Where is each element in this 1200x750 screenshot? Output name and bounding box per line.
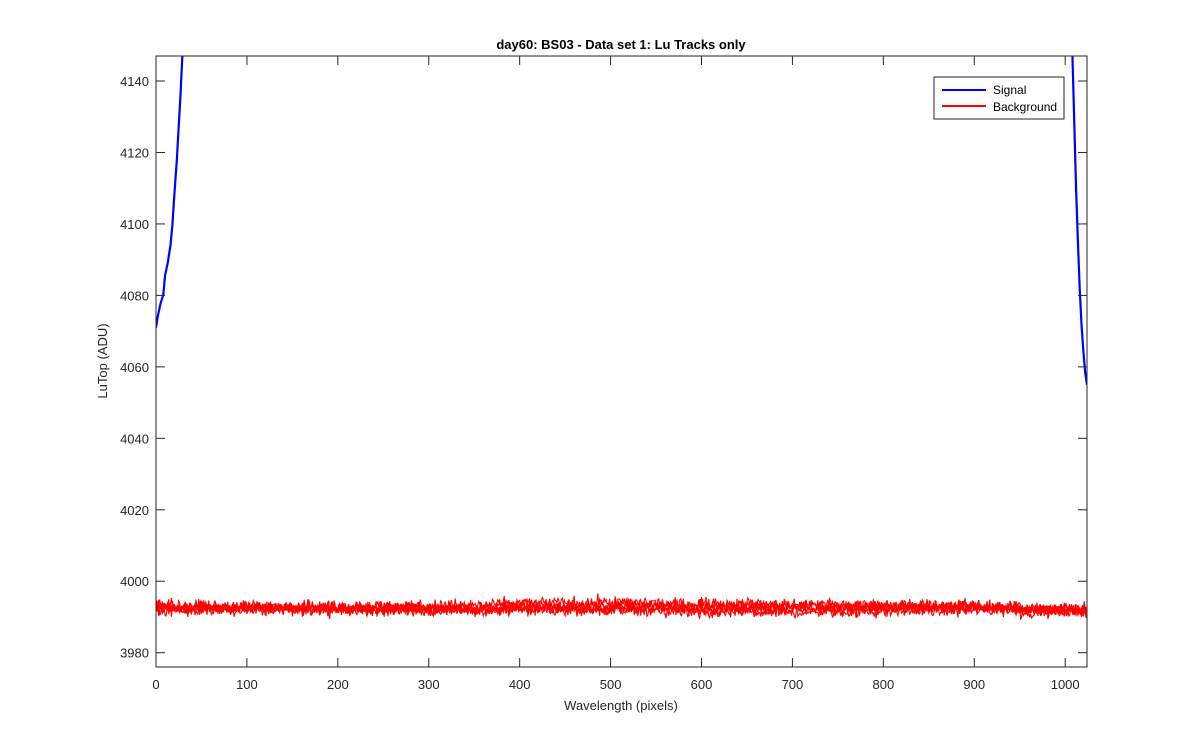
legend-label-background: Background <box>993 100 1057 114</box>
series-layer <box>156 56 1087 621</box>
series-background-trace <box>156 593 1087 617</box>
y-axis-label: LuTop (ADU) <box>95 323 110 398</box>
plot-area <box>155 55 1088 668</box>
y-tick-label: 4140 <box>120 74 149 89</box>
x-tick-label: 600 <box>691 677 713 692</box>
series-background-trace <box>156 598 1087 620</box>
y-tick-label: 4020 <box>120 503 149 518</box>
plot-background <box>156 56 1087 667</box>
x-tick-label: 500 <box>600 677 622 692</box>
y-tick-label: 3980 <box>120 646 149 661</box>
chart-title: day60: BS03 - Data set 1: Lu Tracks only <box>496 37 746 52</box>
legend-box <box>933 76 1065 120</box>
x-tick-label: 300 <box>418 677 440 692</box>
legend-label-signal: Signal <box>993 83 1026 97</box>
x-tick-label: 0 <box>152 677 159 692</box>
series-signal-line <box>156 56 184 328</box>
y-tick-label: 4040 <box>120 431 149 446</box>
y-tick-label: 4000 <box>120 574 149 589</box>
x-tick-label: 800 <box>872 677 894 692</box>
legend[interactable]: Signal Background <box>933 76 1065 120</box>
x-tick-label: 400 <box>509 677 531 692</box>
y-tick-label: 4120 <box>120 145 149 160</box>
x-tick-label: 700 <box>782 677 804 692</box>
x-axis-ticks: 0 100 200 300 400 500 600 700 800 900 1000 <box>152 56 1080 692</box>
y-axis-ticks: 3980 4000 4020 4040 4060 4080 4100 4120 4140 <box>120 74 1087 661</box>
x-tick-label: 1000 <box>1051 677 1080 692</box>
y-tick-label: 4100 <box>120 217 149 232</box>
series-signal-line <box>1071 56 1087 385</box>
x-tick-label: 900 <box>963 677 985 692</box>
axes-box <box>155 55 1088 668</box>
y-tick-label: 4080 <box>120 288 149 303</box>
x-axis-label: Wavelength (pixels) <box>564 698 678 713</box>
y-tick-label: 4060 <box>120 360 149 375</box>
x-tick-label: 200 <box>327 677 349 692</box>
x-tick-label: 100 <box>236 677 258 692</box>
